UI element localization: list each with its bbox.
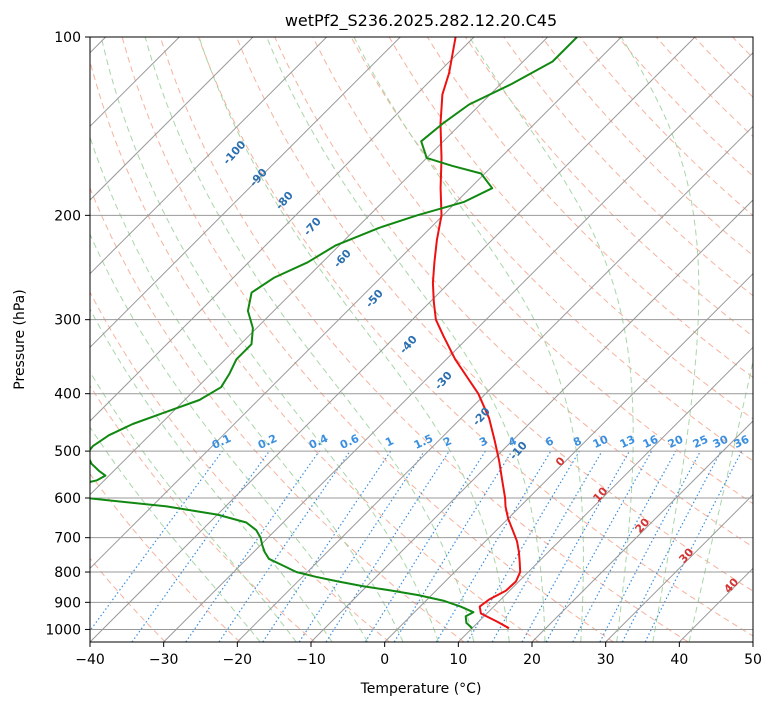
mixing-ratio-line: [82, 451, 223, 642]
mixing-ratio-label: 13: [618, 433, 637, 451]
moist-adiabat-line: [0, 37, 260, 642]
moist-adiabat-label: 0: [553, 454, 568, 469]
isotherm-line: [679, 37, 775, 642]
dry-adiabat-line: [690, 32, 775, 642]
dewpoint-profile-line: [62, 37, 577, 628]
mixing-ratio-line: [219, 451, 350, 642]
mixing-ratio-label: 16: [641, 433, 661, 451]
mixing-ratio-label: 8: [571, 434, 583, 449]
dry-adiabat-label: -40: [397, 333, 420, 357]
x-tick-label: 40: [670, 652, 688, 668]
isotherm-line: [0, 37, 327, 642]
x-tick-label: −40: [75, 652, 105, 668]
mixing-ratio-line: [573, 451, 676, 642]
dry-adiabat-label: -80: [273, 189, 296, 213]
x-tick-label: 50: [744, 652, 762, 668]
x-tick-label: −20: [223, 652, 253, 668]
mixing-ratio-label: 20: [666, 433, 686, 451]
moist-adiabat-line: [689, 37, 775, 642]
dry-adiabat-line: [197, 32, 763, 642]
plot-area: [0, 32, 775, 642]
y-tick-label: 400: [54, 387, 81, 403]
mixing-ratio-label: 1.5: [412, 432, 435, 452]
mixing-ratio-label: 10: [591, 433, 611, 451]
y-tick-label: 200: [54, 208, 81, 224]
mixing-ratio-label: 6: [543, 434, 556, 449]
x-tick-label: 20: [523, 652, 541, 668]
isotherm-line: [0, 37, 253, 642]
moist-adiabat-label: 10: [590, 484, 610, 504]
dry-adiabat-line: [0, 32, 315, 642]
dry-adiabat-label: -50: [363, 287, 386, 311]
mixing-ratio-label: 0.4: [307, 432, 330, 452]
dry-adiabat-line: [0, 32, 240, 642]
dry-adiabat-line: [424, 32, 775, 642]
temperature-profile-line: [433, 37, 520, 628]
mixing-ratio-label: 0.1: [210, 432, 233, 452]
mixing-ratio-label: 25: [691, 433, 710, 451]
dry-adiabat-line: [462, 32, 775, 642]
y-tick-label: 900: [54, 595, 81, 611]
y-tick-label: 1000: [45, 622, 81, 638]
dry-adiabat-line: [766, 32, 775, 642]
mixing-ratio-line: [546, 451, 651, 642]
mixing-ratio-line: [365, 451, 485, 642]
mixing-ratio-line: [436, 451, 551, 642]
moist-adiabat-line: [101, 37, 438, 642]
y-tick-label: 700: [54, 531, 81, 547]
mixing-ratio-line: [326, 451, 449, 642]
moist-adiabat-line: [64, 37, 403, 642]
dry-adiabat-line: [728, 32, 775, 642]
dry-adiabat-label: -70: [301, 215, 324, 239]
y-tick-label: 500: [54, 444, 81, 460]
y-tick-label: 800: [54, 565, 81, 581]
dry-adiabat-label: -100: [220, 138, 248, 167]
isotherm-line: [385, 37, 775, 642]
moist-adiabat-line: [33, 37, 368, 642]
dry-adiabat-line: [614, 32, 775, 642]
x-tick-label: 0: [380, 652, 389, 668]
y-axis-label: Pressure (hPa): [12, 289, 28, 389]
x-tick-label: −30: [149, 652, 179, 668]
isotherm-line: [0, 37, 400, 642]
mixing-ratio-line: [622, 451, 721, 642]
moist-adiabat-line: [5, 37, 332, 642]
y-tick-label: 100: [54, 30, 81, 46]
moist-adiabat-label: 30: [676, 545, 696, 565]
y-tick-label: 600: [54, 491, 81, 507]
isotherm-line: [16, 37, 621, 642]
isotherm-line: [311, 37, 775, 642]
mixing-ratio-label: 2: [441, 434, 453, 449]
x-tick-label: 30: [597, 652, 615, 668]
dry-adiabat-line: [576, 32, 775, 642]
moist-adiabat-label: 20: [632, 515, 652, 535]
moist-adiabat-label: 40: [721, 575, 741, 595]
dry-adiabat-line: [652, 32, 775, 642]
mixing-ratio-label: 0.6: [338, 432, 361, 452]
isotherm-line: [753, 37, 775, 642]
moist-adiabat-line: [470, 37, 634, 642]
dry-adiabat-line: [7, 32, 389, 642]
y-tick-label: 300: [54, 313, 81, 329]
x-tick-label: 10: [449, 652, 467, 668]
x-tick-label: −10: [296, 652, 326, 668]
chart-title: wetPf2_S236.2025.282.12.20.C45: [285, 11, 557, 31]
dry-adiabat-label: -30: [432, 369, 455, 393]
isotherm-line: [164, 37, 769, 642]
mixing-ratio-label: 30: [711, 433, 731, 451]
x-axis-label: Temperature (°C): [360, 681, 482, 697]
dry-adiabat-line: [121, 32, 614, 642]
dry-adiabat-label: -20: [470, 405, 493, 429]
dry-adiabat-line: [235, 32, 775, 642]
isotherm-line: [90, 37, 695, 642]
mixing-ratio-label: 1: [383, 434, 395, 449]
mixing-ratio-label: 3: [477, 434, 489, 449]
isotherm-line: [532, 37, 775, 642]
isotherm-line: [237, 37, 775, 642]
dry-adiabat-line: [273, 32, 775, 642]
